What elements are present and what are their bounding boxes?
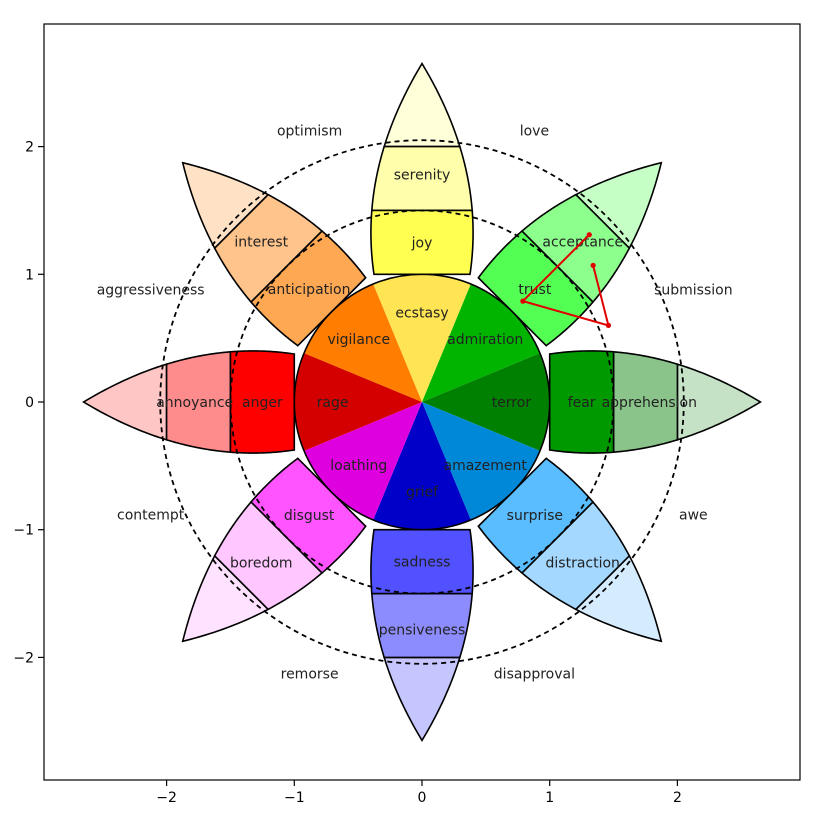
axis-ticks-layer: −2 −1 0 1 2 2 1 0 −1 −2: [13, 140, 682, 806]
petal-segment: [213, 193, 324, 304]
dyad-label: optimism: [277, 124, 342, 140]
emotion-label: fear: [568, 395, 596, 411]
emotion-label: boredom: [230, 556, 293, 572]
x-tick-label: 0: [418, 790, 427, 806]
y-tick-label: 1: [25, 267, 34, 283]
petal-core-wedge: [422, 402, 540, 520]
trajectory-point: [605, 322, 612, 328]
dyad-label: remorse: [281, 666, 339, 682]
dyad-label: disapproval: [494, 666, 575, 682]
emotion-label: apprehension: [602, 395, 697, 411]
trajectory-point: [586, 232, 592, 238]
emotion-label: distraction: [546, 556, 620, 572]
petal-segment: [370, 145, 474, 212]
trajectory-point: [520, 298, 526, 304]
petal-segment: [612, 350, 679, 454]
petal-segment: [213, 500, 324, 611]
circles-layer: [159, 139, 685, 665]
petal-core-wedge: [422, 353, 550, 451]
y-tick-label: 0: [25, 395, 34, 411]
petal-segment: [249, 457, 367, 575]
petal-segment: [383, 62, 461, 148]
petal-segment: [229, 350, 296, 454]
petal-segment: [676, 363, 762, 441]
emotion-label: grief: [406, 484, 439, 500]
emotion-label: joy: [411, 235, 433, 251]
x-tick-label: −1: [284, 790, 305, 806]
dashed-circle: [229, 209, 615, 595]
petal-core-wedge: [294, 353, 422, 451]
petal-segment: [574, 554, 663, 643]
petal-segment: [165, 350, 232, 454]
petal-core-wedge: [422, 284, 540, 402]
petal-segment: [181, 554, 270, 643]
emotion-label: serenity: [394, 168, 451, 184]
x-tick-label: 1: [545, 790, 554, 806]
y-tick-label: −1: [13, 523, 34, 539]
emotion-label: rage: [317, 395, 349, 411]
emotion-label: vigilance: [327, 332, 390, 348]
emotion-label: interest: [234, 234, 288, 250]
petal-segment: [370, 528, 474, 595]
emotion-label: ecstasy: [395, 306, 448, 322]
dyad-label: love: [520, 124, 549, 140]
petal-segment: [574, 161, 663, 250]
dyad-label: submission: [654, 283, 733, 299]
petal-segment: [477, 457, 595, 575]
emotion-label: disgust: [284, 508, 335, 524]
emotion-label: anticipation: [268, 282, 351, 298]
petal-segment: [520, 500, 631, 611]
emotion-label: pensiveness: [379, 622, 466, 638]
emotion-label: admiration: [447, 332, 523, 348]
emotion-label: sadness: [394, 555, 451, 571]
petal-segment: [370, 592, 474, 659]
petal-segment: [181, 161, 270, 250]
emotion-label: amazement: [444, 458, 528, 474]
trajectory-line: [520, 233, 610, 327]
petal-core-wedge: [373, 274, 471, 402]
inner-circle: [293, 273, 551, 531]
petal-segment: [383, 656, 461, 742]
petal-core-wedge: [373, 402, 471, 530]
dashed-circle: [159, 139, 685, 665]
emotion-label: terror: [492, 395, 532, 411]
y-tick-label: −2: [13, 650, 34, 666]
petal-segment: [370, 209, 474, 276]
petals-layer: [82, 62, 762, 742]
petal-segment: [82, 363, 168, 441]
petal-core-wedge: [304, 284, 422, 402]
trajectory-point: [590, 262, 596, 268]
dyad-label: awe: [679, 507, 708, 523]
dyad-label: contempt: [117, 507, 185, 523]
emotion-label: annoyance: [156, 395, 233, 411]
emotion-label: surprise: [507, 508, 563, 524]
x-tick-label: 2: [673, 790, 682, 806]
petal-segment: [548, 350, 615, 454]
trajectory-layer: [520, 232, 612, 328]
petal-segment: [249, 229, 367, 347]
x-tick-label: −2: [156, 790, 177, 806]
emotion-label: loathing: [330, 458, 387, 474]
dyad-labels-layer: optimism love submission awe disapproval remo…: [97, 124, 733, 683]
y-tick-label: 2: [25, 140, 34, 156]
dyad-label: aggressiveness: [97, 283, 205, 299]
emotion-label: anger: [242, 395, 283, 411]
petal-core-wedge: [304, 402, 422, 520]
